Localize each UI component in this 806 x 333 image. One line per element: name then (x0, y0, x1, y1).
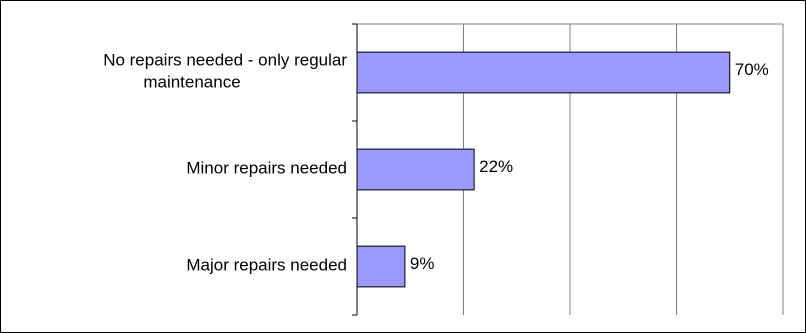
value-label-2: 9% (410, 254, 435, 273)
category-label-2-line-0: Major repairs needed (186, 256, 347, 275)
category-label-0: No repairs needed - only regular maintena… (103, 51, 347, 92)
category-label-0-line-0: No repairs needed - only regular (103, 51, 347, 70)
value-label-1: 22% (479, 157, 513, 176)
bar-0 (356, 51, 731, 94)
bar-1 (356, 148, 475, 191)
bar-2 (356, 245, 406, 288)
value-label-0: 70% (735, 60, 769, 79)
category-label-0-line-1: maintenance (143, 73, 240, 92)
category-label-2: Major repairs needed (186, 256, 347, 275)
category-label-1-line-0: Minor repairs needed (186, 159, 347, 178)
category-label-1: Minor repairs needed (186, 159, 347, 178)
